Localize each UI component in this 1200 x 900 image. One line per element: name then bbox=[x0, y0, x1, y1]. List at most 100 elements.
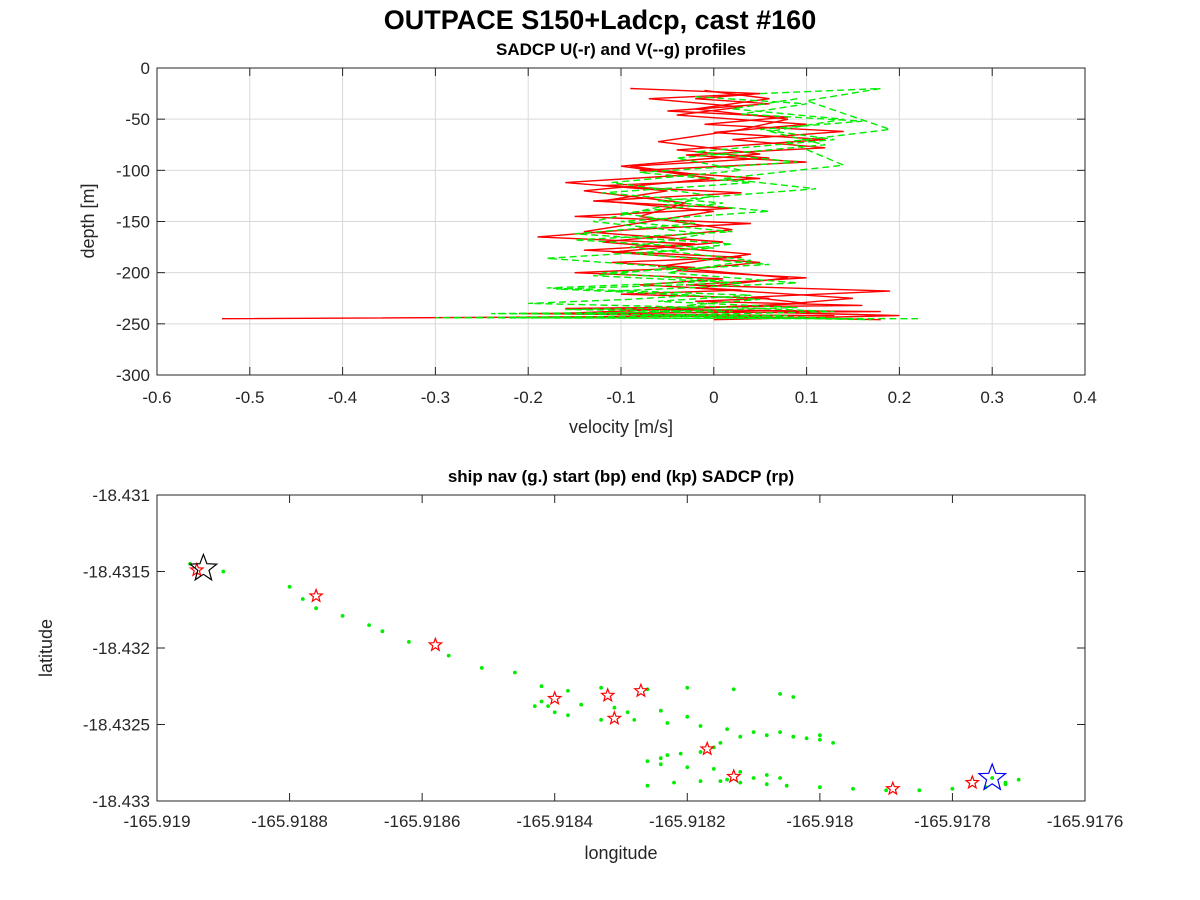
ship-nav-point bbox=[950, 786, 955, 791]
ship-nav-point bbox=[612, 705, 617, 710]
ship-nav-point bbox=[698, 750, 703, 754]
sadcp-star-marker bbox=[606, 710, 623, 725]
ship-nav-point bbox=[599, 718, 603, 722]
nav-y-label: latitude bbox=[36, 619, 56, 677]
y-tick-label: -18.431 bbox=[92, 486, 150, 505]
ship-nav-point bbox=[884, 788, 888, 793]
ship-nav-point bbox=[407, 640, 411, 644]
x-tick-label: -165.9182 bbox=[649, 812, 726, 831]
ship-nav-point bbox=[731, 687, 736, 692]
x-tick-label: -165.9176 bbox=[1047, 812, 1124, 831]
x-tick-label: 0.4 bbox=[1073, 388, 1097, 407]
ship-nav-point bbox=[778, 692, 782, 696]
sadcp-star-marker bbox=[546, 690, 563, 706]
ship-nav-point bbox=[539, 684, 544, 689]
ship-nav-point bbox=[698, 724, 703, 728]
start-star-marker bbox=[188, 552, 219, 582]
sadcp-star-marker bbox=[633, 682, 649, 698]
y-tick-label: -18.433 bbox=[92, 792, 150, 811]
sadcp-star-marker bbox=[884, 780, 901, 796]
ship-nav-point bbox=[300, 597, 305, 601]
end-star-marker bbox=[977, 762, 1008, 791]
x-tick-label: -0.4 bbox=[328, 388, 357, 407]
ship-nav-point bbox=[678, 751, 683, 756]
ship-nav-point bbox=[658, 762, 663, 767]
ship-nav-point bbox=[566, 688, 570, 693]
ship-nav-point bbox=[818, 785, 822, 790]
ship-nav-point bbox=[791, 695, 796, 699]
ship-nav-point bbox=[764, 773, 769, 777]
y-tick-label: -250 bbox=[116, 315, 150, 334]
ship-nav-point bbox=[818, 737, 822, 742]
ship-nav-point bbox=[831, 741, 835, 745]
sadcp-star-marker bbox=[725, 768, 742, 784]
ship-nav-point bbox=[784, 783, 789, 788]
x-tick-label: -165.9188 bbox=[251, 812, 328, 831]
ship-nav-point bbox=[579, 702, 584, 707]
ship-nav-point bbox=[718, 741, 723, 745]
ship-nav-point bbox=[672, 780, 676, 785]
ship-nav-point bbox=[804, 736, 809, 741]
ship-nav-point bbox=[738, 734, 743, 739]
ship-nav-point bbox=[851, 786, 855, 791]
y-tick-label: -150 bbox=[116, 213, 150, 232]
x-tick-label: -0.5 bbox=[235, 388, 264, 407]
u-profile-line bbox=[555, 89, 881, 321]
profile-y-label: depth [m] bbox=[78, 183, 98, 258]
x-tick-label: -165.918 bbox=[786, 812, 853, 831]
ship-nav-point bbox=[738, 770, 743, 774]
y-tick-label: -18.432 bbox=[92, 639, 150, 658]
x-tick-label: 0.1 bbox=[795, 388, 819, 407]
ship-nav-point bbox=[539, 699, 544, 704]
ship-nav-point bbox=[221, 569, 226, 574]
ship-nav-point bbox=[645, 783, 650, 788]
profile-series bbox=[221, 87, 919, 321]
ship-nav-point bbox=[778, 776, 782, 780]
ship-nav-point bbox=[367, 623, 371, 627]
y-tick-label: -300 bbox=[116, 366, 150, 385]
x-tick-label: -0.3 bbox=[421, 388, 450, 407]
ship-nav-point bbox=[711, 767, 716, 771]
ship-nav-point bbox=[340, 614, 345, 618]
u-profile-line bbox=[565, 92, 900, 321]
ship-nav-point bbox=[698, 779, 703, 783]
v-profile-line bbox=[593, 98, 872, 321]
sadcp-star-marker bbox=[600, 687, 616, 703]
sadcp-star-marker bbox=[308, 587, 324, 603]
sadcp-star-marker bbox=[699, 740, 716, 756]
ship-nav-point bbox=[917, 788, 922, 793]
y-tick-label: -50 bbox=[125, 110, 150, 129]
nav-x-label: longitude bbox=[584, 843, 657, 863]
ship-nav-point bbox=[685, 685, 690, 690]
x-tick-label: -165.9184 bbox=[516, 812, 593, 831]
profile-axes: SADCP U(-r) and V(--g) profiles -0.6 -0.5… bbox=[78, 40, 1097, 437]
ship-nav-point bbox=[658, 756, 663, 761]
ship-nav-point bbox=[665, 753, 670, 757]
ship-nav-point bbox=[599, 685, 603, 690]
x-tick-label: 0.3 bbox=[980, 388, 1004, 407]
ship-nav-point bbox=[513, 670, 517, 675]
x-tick-label: -165.9178 bbox=[914, 812, 991, 831]
nav-ticks: -165.919 -165.9188 -165.9186 -165.9184 -165.… bbox=[83, 486, 1123, 831]
ship-nav-point bbox=[665, 721, 670, 725]
ship-nav-point bbox=[546, 704, 550, 708]
sadcp-star-marker bbox=[427, 636, 444, 652]
nav-axes: ship nav (g.) start (bp) end (kp) SADCP … bbox=[36, 467, 1123, 863]
figure-title: OUTPACE S150+Ladcp, cast #160 bbox=[384, 5, 816, 35]
ship-nav-point bbox=[1016, 777, 1021, 782]
ship-nav-point bbox=[479, 666, 484, 670]
nav-axes-frame bbox=[156, 494, 1086, 802]
ship-nav-point bbox=[685, 714, 690, 719]
ship-nav-point bbox=[764, 733, 769, 738]
sadcp-star-marker bbox=[964, 774, 981, 790]
y-tick-label: -100 bbox=[116, 161, 150, 180]
ship-nav-point bbox=[287, 584, 292, 589]
x-tick-label: 0.2 bbox=[888, 388, 912, 407]
ship-nav-point bbox=[990, 776, 995, 780]
ship-nav-point bbox=[818, 733, 822, 738]
ship-nav-point bbox=[380, 629, 385, 634]
ship-nav-point bbox=[446, 653, 451, 658]
y-tick-label: 0 bbox=[141, 59, 150, 78]
ship-nav-point bbox=[566, 713, 570, 718]
